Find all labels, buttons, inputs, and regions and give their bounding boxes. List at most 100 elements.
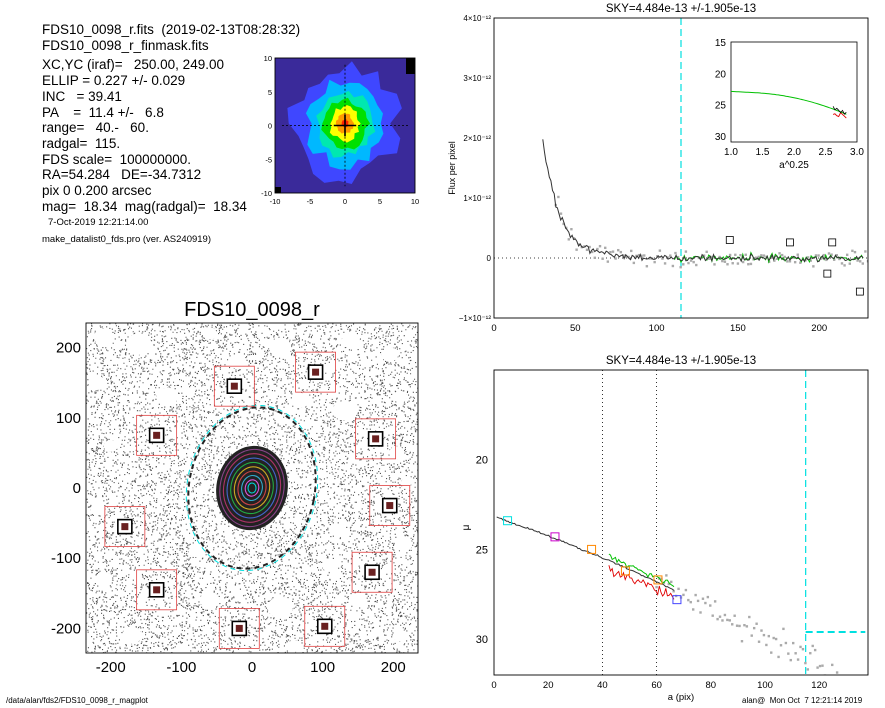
info-line-center: XC,YC (iraf)= 250.00, 249.00 — [42, 57, 224, 73]
image-ytick: -100 — [51, 550, 81, 567]
info-line-pix: pix 0 0.200 arcsec — [42, 183, 152, 199]
thumbnail-xtick: -5 — [307, 197, 314, 206]
star-core — [386, 502, 394, 510]
flux-data-point — [739, 253, 742, 257]
isophote-ring — [241, 474, 263, 502]
flux-ytick: 1×10⁻¹² — [463, 194, 491, 203]
mu-data-point — [728, 619, 731, 622]
mu-data-point — [813, 648, 817, 652]
mu-data-point — [799, 645, 802, 649]
inset-green-line — [730, 90, 847, 115]
flux-data-point — [770, 256, 773, 259]
flux-data-point — [617, 248, 620, 252]
flux-data-point — [843, 264, 846, 267]
star-core — [368, 568, 376, 576]
star-core — [312, 368, 320, 376]
mu-data-point — [706, 595, 710, 599]
mu-red-line — [608, 565, 675, 600]
mask-blob — [95, 572, 113, 587]
info-line-range: range= 40.- 60. — [42, 120, 149, 136]
flux-ytick: 0 — [487, 254, 492, 263]
flux-ytick: 2×10⁻¹² — [463, 134, 491, 143]
inset-red-line — [832, 111, 847, 119]
flux-data-point — [710, 255, 714, 259]
flux-data-point — [835, 254, 838, 257]
galaxy-core — [216, 445, 288, 531]
mask-blob — [93, 328, 114, 346]
flux-data-point — [864, 250, 867, 253]
inset-xtick: 2.5 — [819, 147, 833, 158]
mu-data-point — [835, 671, 839, 674]
footer-user: alan@ Mon Oct 7 12:21:14 2019 — [742, 696, 863, 705]
mask-blob — [156, 387, 178, 406]
star-core — [235, 624, 243, 632]
flux-data-point — [674, 251, 677, 255]
star-core — [372, 435, 380, 443]
mu-data-point — [696, 599, 700, 603]
mu-data-point — [811, 644, 814, 648]
mu-data-point — [765, 643, 768, 647]
mu-data-point — [704, 601, 707, 605]
mu-ytick: 25 — [476, 544, 488, 556]
flux-data-point — [832, 258, 836, 261]
flux-marker-square — [823, 269, 832, 278]
mu-title: SKY=4.484e-13 +/-1.905e-13 — [606, 355, 756, 367]
flux-data-point — [806, 256, 810, 259]
thumbnail-xtick: -10 — [270, 197, 281, 206]
mu-data-point — [838, 678, 840, 680]
mu-data-point — [731, 623, 734, 626]
mu-ytick: 20 — [476, 455, 488, 467]
thumbnail-xtick: 5 — [378, 197, 382, 206]
flux-data-point — [734, 253, 737, 257]
flux-data-point — [679, 266, 682, 269]
flux-data-point — [866, 260, 868, 263]
flux-data-point — [689, 259, 693, 262]
mu-data-point — [672, 590, 675, 593]
mask-blob — [293, 393, 310, 408]
flux-marker-square — [855, 287, 864, 296]
mu-data-point — [721, 619, 724, 622]
flux-data-point — [819, 257, 823, 260]
mu-data-point — [841, 687, 843, 689]
flux-data-point — [736, 262, 740, 265]
flux-data-point — [713, 263, 716, 266]
galaxy-center-marker — [247, 482, 257, 494]
flux-data-point — [861, 262, 864, 265]
flux-data-point — [640, 254, 643, 257]
mask-blob — [381, 347, 399, 362]
flux-data-point — [684, 250, 688, 253]
mu-data-point — [806, 668, 810, 671]
flux-data-point — [838, 257, 841, 261]
flux-data-point — [851, 249, 854, 253]
flux-data-point — [708, 257, 711, 260]
mask-blob — [329, 524, 344, 537]
isophote-ring — [226, 457, 278, 519]
flux-data-point — [682, 263, 685, 266]
flux-ytick: 3×10⁻¹² — [463, 74, 491, 83]
mu-data-point — [760, 629, 763, 632]
mu-data-point — [748, 615, 751, 619]
mask-blob — [267, 596, 293, 619]
flux-data-point — [557, 195, 560, 199]
mu-data-point — [804, 661, 807, 665]
mu-data-point — [682, 593, 685, 597]
mu-ylabel: μ — [461, 524, 472, 530]
radgal-ellipse — [187, 406, 317, 570]
mu-data-point — [755, 622, 758, 625]
flux-data-point — [695, 263, 698, 267]
flux-plot — [494, 18, 868, 318]
star-core — [153, 431, 161, 439]
flux-data-point — [643, 254, 646, 257]
flux-data-point — [744, 253, 747, 256]
flux-xtick: 150 — [730, 323, 746, 334]
flux-data-point — [598, 244, 602, 248]
inset-ytick: 15 — [715, 38, 727, 49]
mu-data-point — [718, 615, 722, 618]
mask-blob — [332, 401, 356, 421]
mu-data-point — [796, 658, 800, 661]
mask-blob — [229, 354, 247, 369]
inset-xtick: 2.0 — [787, 147, 801, 158]
flux-data-point — [780, 253, 784, 257]
mu-marker-box — [587, 544, 597, 554]
star-mask-box — [351, 551, 393, 593]
